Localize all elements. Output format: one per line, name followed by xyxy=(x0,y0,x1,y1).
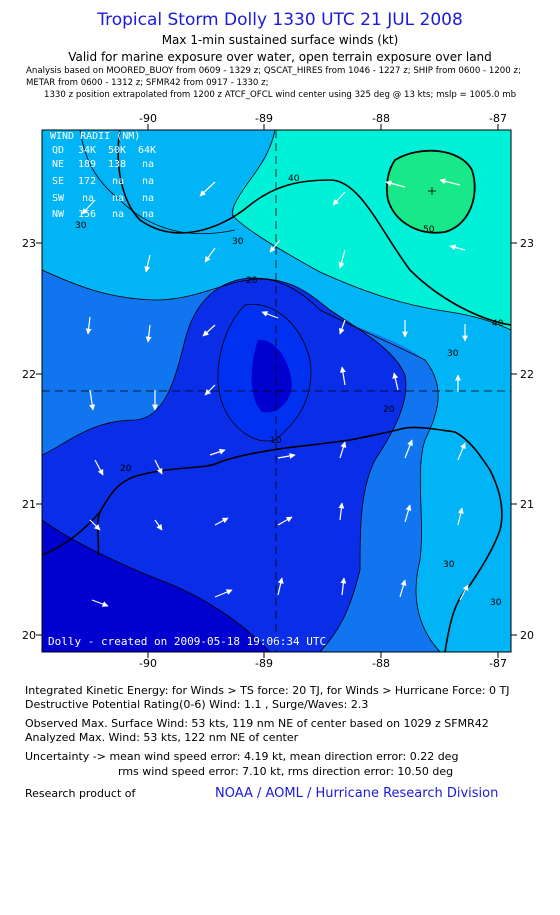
svg-text:30: 30 xyxy=(447,349,459,359)
svg-text:10: 10 xyxy=(270,436,282,446)
svg-text:30: 30 xyxy=(490,598,502,608)
latitude-labels-left: 23 22 21 20 xyxy=(22,237,36,642)
wind-field-map: 50 40 40 30 30 30 30 20 20 20 10 30 WIND… xyxy=(22,112,534,670)
svg-text:20: 20 xyxy=(120,464,132,474)
longitude-labels-top: -90 -89 -88 -87 xyxy=(139,112,507,125)
latitude-labels-right: 23 22 21 20 xyxy=(520,237,534,642)
svg-text:138: 138 xyxy=(108,159,126,170)
svg-text:-89: -89 xyxy=(255,657,273,670)
map-footer-credit: Dolly - created on 2009-05-18 19:06:34 U… xyxy=(48,635,326,648)
svg-text:50: 50 xyxy=(423,225,435,235)
svg-text:NE: NE xyxy=(52,159,64,170)
uncertainty-rms: rms wind speed error: 7.10 kt, rms direc… xyxy=(118,765,454,778)
wind-radii-table: WIND RADII (NM) QD 34K 50K 64K NE 189 13… xyxy=(50,131,156,220)
analysis-sources-line-1: Analysis based on MOORED_BUOY from 0609 … xyxy=(26,66,521,76)
analysis-sources-line-2: METAR from 0600 - 1312 z; SFMR42 from 09… xyxy=(26,78,269,88)
svg-text:23: 23 xyxy=(520,237,534,250)
svg-text:21: 21 xyxy=(22,498,36,511)
svg-text:50K: 50K xyxy=(108,145,126,156)
uncertainty-mean: Uncertainty -> mean wind speed error: 4.… xyxy=(25,750,459,763)
svg-text:na: na xyxy=(112,209,124,220)
destructive-potential-rating: Destructive Potential Rating(0-6) Wind: … xyxy=(25,698,369,711)
wind-vectors xyxy=(81,178,469,607)
svg-text:30: 30 xyxy=(75,221,87,231)
svg-text:156: 156 xyxy=(78,209,96,220)
analysis-position-note: 1330 z position extrapolated from 1200 z… xyxy=(44,90,517,100)
svg-text:SE: SE xyxy=(52,176,64,187)
coastline xyxy=(42,426,503,652)
center-crosshair xyxy=(42,130,511,652)
svg-text:-87: -87 xyxy=(489,657,507,670)
svg-text:-87: -87 xyxy=(489,112,507,125)
map-frame xyxy=(41,129,512,653)
contour-50kt xyxy=(385,149,476,234)
observed-max-wind: Observed Max. Surface Wind: 53 kts, 119 … xyxy=(25,717,489,730)
svg-text:20: 20 xyxy=(22,629,36,642)
svg-text:20: 20 xyxy=(246,276,258,286)
svg-text:na: na xyxy=(112,176,124,187)
svg-text:34K: 34K xyxy=(78,145,96,156)
svg-text:-90: -90 xyxy=(139,112,157,125)
svg-text:22: 22 xyxy=(22,368,36,381)
svg-text:40: 40 xyxy=(288,174,300,184)
validity-note: Valid for marine exposure over water, op… xyxy=(68,50,492,64)
ike-summary: Integrated Kinetic Energy: for Winds > T… xyxy=(25,684,510,697)
map-subtitle: Max 1-min sustained surface winds (kt) xyxy=(161,33,399,47)
svg-text:30: 30 xyxy=(443,560,455,570)
svg-text:na: na xyxy=(82,193,94,204)
svg-text:21: 21 xyxy=(520,498,534,511)
svg-text:na: na xyxy=(142,159,154,170)
svg-text:-89: -89 xyxy=(255,112,273,125)
longitude-labels-bottom: -90 -89 -88 -87 xyxy=(139,657,507,670)
contour-value-labels: 50 40 40 30 30 30 30 20 20 20 10 30 xyxy=(75,174,504,608)
svg-text:na: na xyxy=(142,209,154,220)
svg-text:na: na xyxy=(142,176,154,187)
svg-text:NW: NW xyxy=(52,209,65,220)
svg-text:20: 20 xyxy=(383,405,395,415)
contour-40kt xyxy=(117,130,511,326)
svg-text:-88: -88 xyxy=(372,657,390,670)
svg-text:-88: -88 xyxy=(372,112,390,125)
svg-text:64K: 64K xyxy=(138,145,156,156)
center-marker xyxy=(428,187,436,195)
research-product-label: Research product of xyxy=(25,787,136,800)
svg-text:40: 40 xyxy=(492,319,504,329)
svg-text:WIND RADII (NM): WIND RADII (NM) xyxy=(50,131,140,142)
svg-text:20: 20 xyxy=(520,629,534,642)
svg-text:189: 189 xyxy=(78,159,96,170)
analyzed-max-wind: Analyzed Max. Wind: 53 kts, 122 nm NE of… xyxy=(25,731,299,744)
svg-text:23: 23 xyxy=(22,237,36,250)
svg-text:SW: SW xyxy=(52,193,65,204)
svg-text:30: 30 xyxy=(232,237,244,247)
map-title: Tropical Storm Dolly 1330 UTC 21 JUL 200… xyxy=(97,10,463,30)
hrd-org-link[interactable]: NOAA / AOML / Hurricane Research Divisio… xyxy=(215,786,499,801)
svg-text:-90: -90 xyxy=(139,657,157,670)
svg-text:na: na xyxy=(112,193,124,204)
svg-text:na: na xyxy=(142,193,154,204)
svg-text:22: 22 xyxy=(520,368,534,381)
contour-lines xyxy=(42,130,511,652)
svg-text:172: 172 xyxy=(78,176,96,187)
axis-ticks xyxy=(36,124,517,658)
svg-text:QD: QD xyxy=(52,145,64,156)
